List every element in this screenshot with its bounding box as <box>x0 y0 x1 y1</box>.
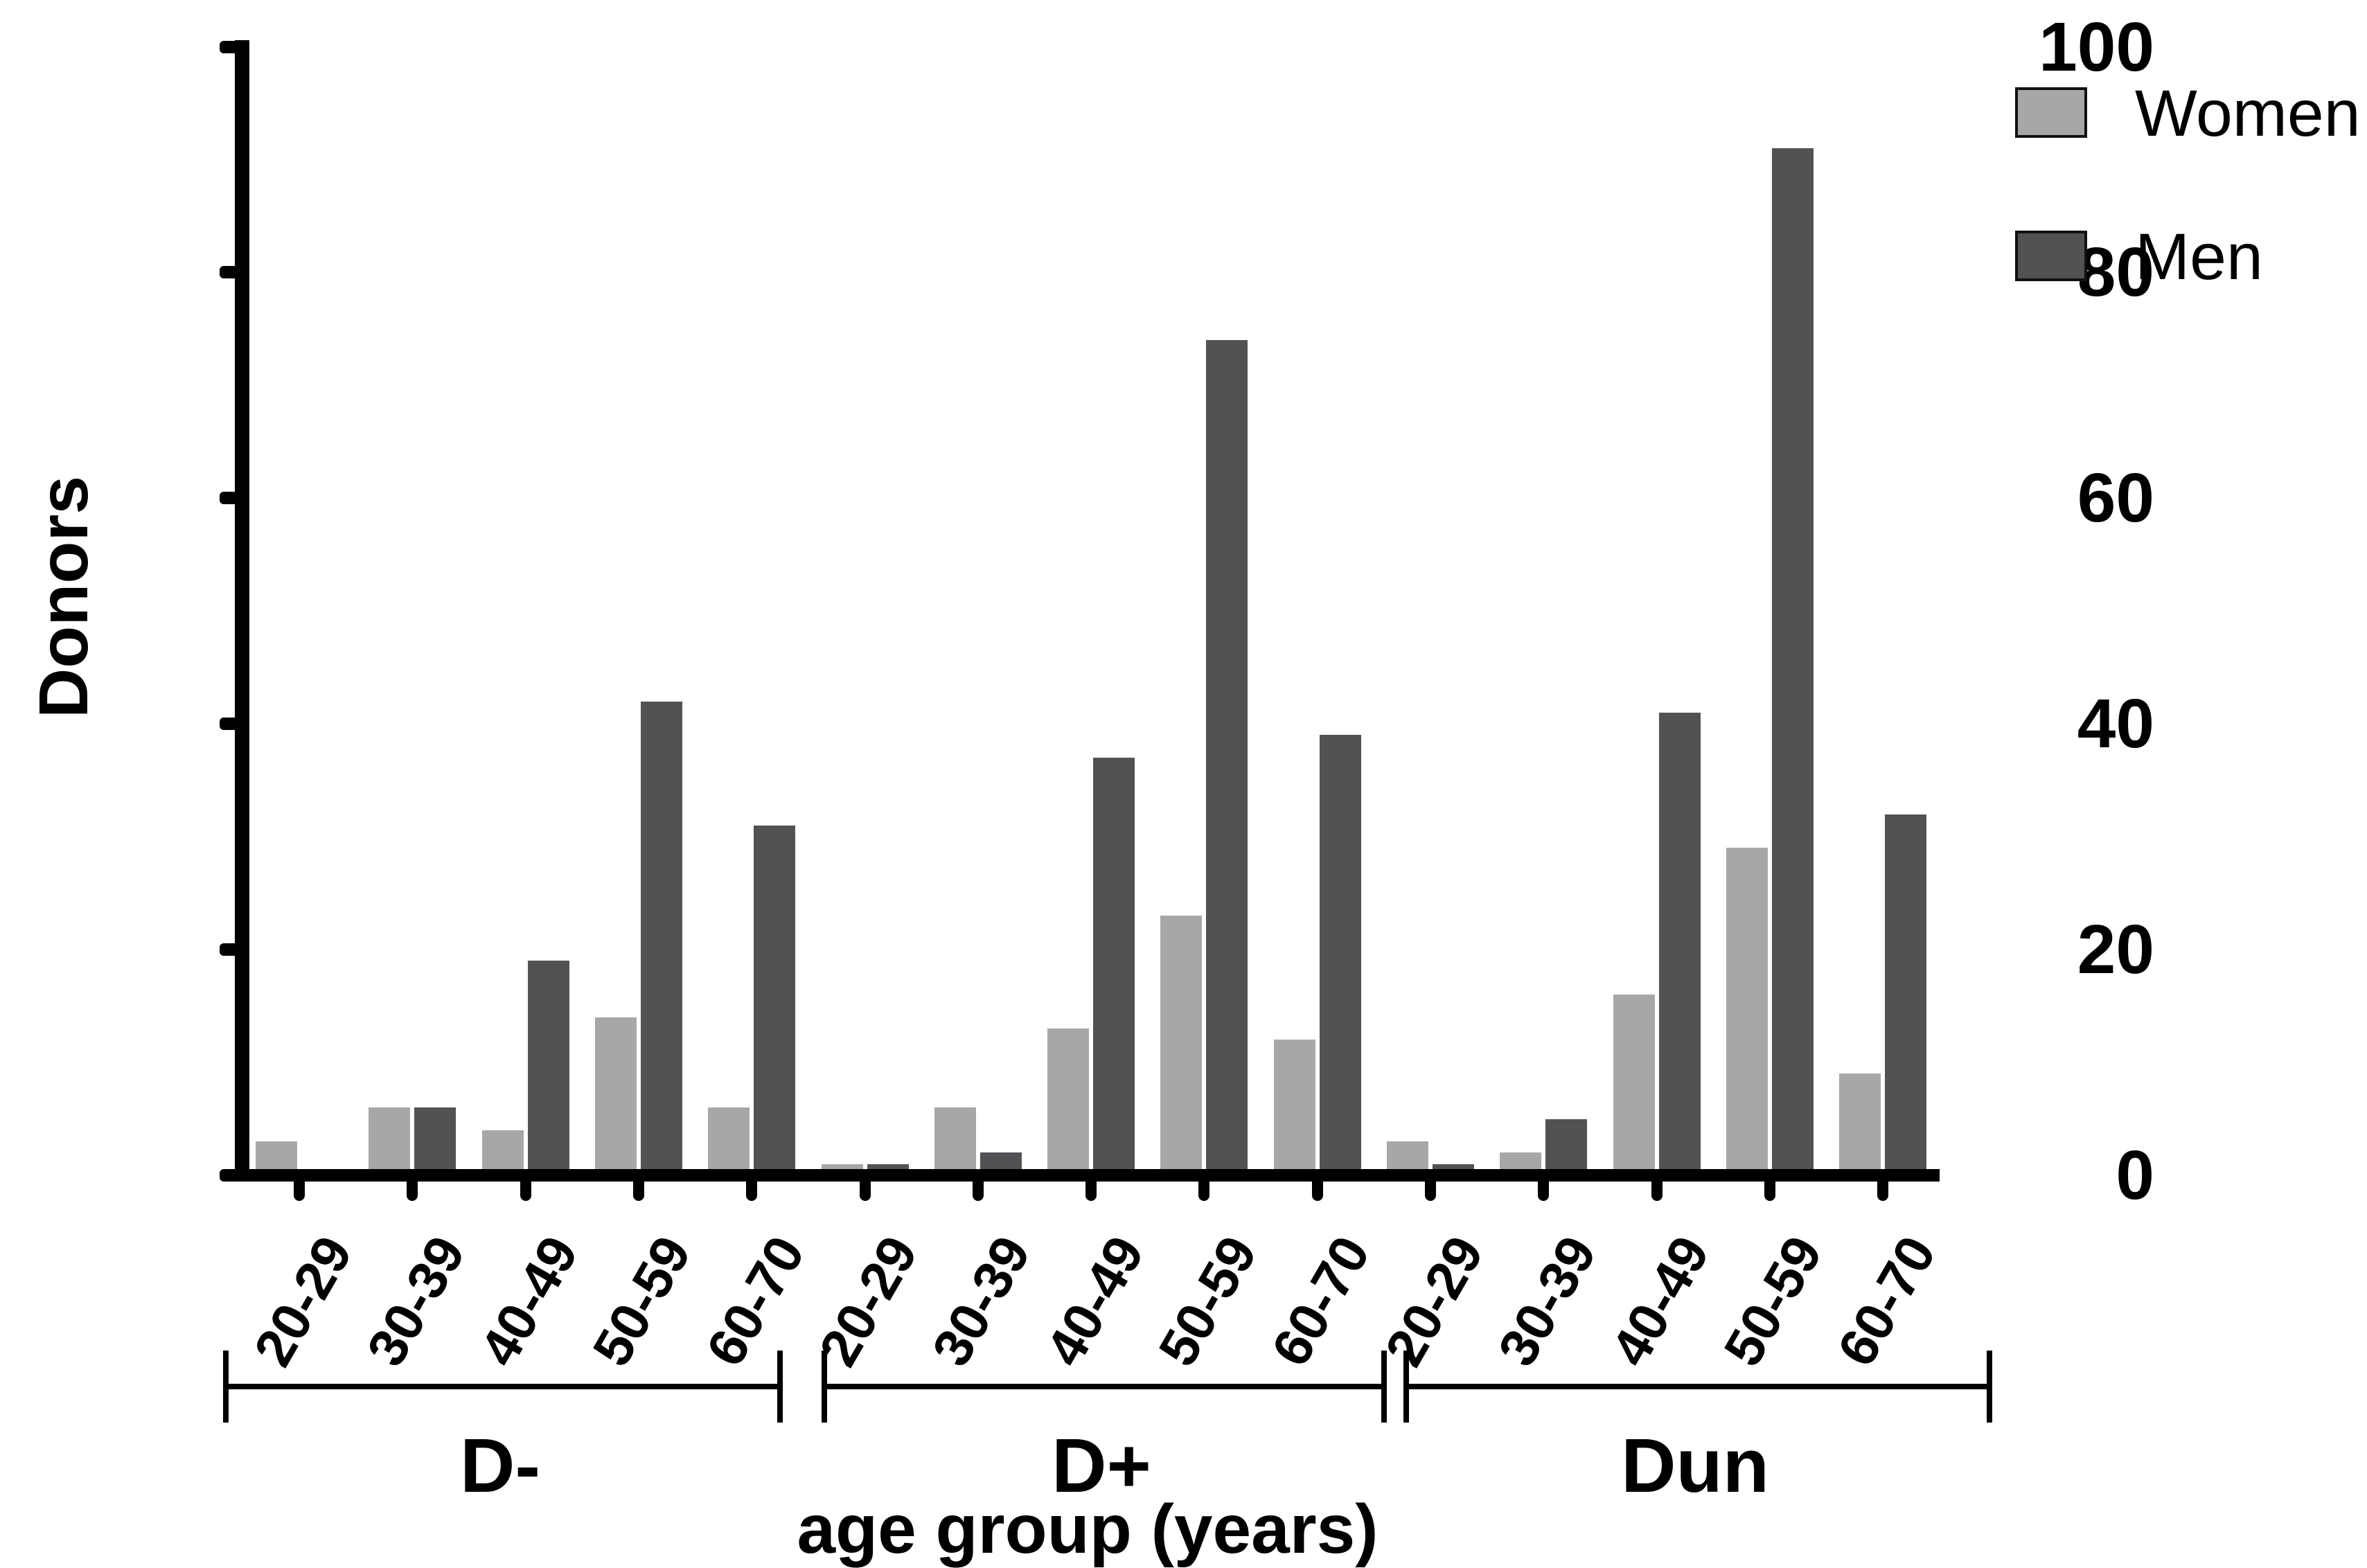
bar-women-D--50-59 <box>594 1017 637 1182</box>
x-tick <box>1651 1182 1663 1201</box>
bar-women-Dun-40-49 <box>1613 995 1655 1182</box>
bar-men-D+-50-59 <box>1206 340 1248 1182</box>
age-tick-label: 30-39 <box>1486 1226 1608 1376</box>
bar-men-Dun-60-70 <box>1885 814 1927 1182</box>
y-axis-title: Donors <box>25 476 103 718</box>
x-tick <box>632 1182 644 1201</box>
age-tick-label: 50-59 <box>1712 1226 1834 1376</box>
y-tick-label-80: 80 <box>2077 233 2154 312</box>
age-tick-label: 30-39 <box>355 1226 477 1376</box>
legend-swatch-women <box>2015 87 2087 138</box>
age-tick-label: 20-29 <box>1372 1226 1495 1376</box>
x-tick <box>407 1182 418 1201</box>
y-tick-60 <box>220 492 235 505</box>
y-tick-label-20: 20 <box>2077 911 2154 989</box>
y-tick-100 <box>220 40 235 53</box>
y-tick-0 <box>220 1169 235 1182</box>
bar-women-Dun-50-59 <box>1726 848 1768 1182</box>
x-tick <box>1538 1182 1550 1201</box>
age-tick-label: 20-29 <box>241 1226 364 1376</box>
group-bracket-tick <box>1381 1351 1387 1423</box>
bar-women-Dun-60-70 <box>1839 1073 1881 1182</box>
y-tick-label-100: 100 <box>2039 8 2154 86</box>
age-tick-label: 60-70 <box>1259 1226 1382 1376</box>
group-bracket-tick <box>223 1351 229 1423</box>
x-axis-title: age group (years) <box>797 1490 1378 1568</box>
y-tick-40 <box>220 718 235 731</box>
y-tick-20 <box>220 943 235 956</box>
group-label-D-: D- <box>459 1423 541 1508</box>
x-tick <box>859 1182 871 1201</box>
x-tick <box>294 1182 305 1201</box>
age-tick-label: 40-49 <box>1033 1226 1155 1376</box>
x-tick <box>1425 1182 1436 1201</box>
x-tick <box>746 1182 758 1201</box>
x-tick <box>1311 1182 1323 1201</box>
bar-men-D+-60-70 <box>1319 735 1361 1182</box>
group-label-D+: D+ <box>1052 1423 1151 1508</box>
x-tick <box>1198 1182 1210 1201</box>
x-axis-line <box>235 1169 1940 1182</box>
y-axis-line <box>235 40 249 1182</box>
bar-men-Dun-40-49 <box>1658 712 1701 1182</box>
group-bracket-line-D- <box>223 1384 777 1389</box>
group-bracket-tick <box>777 1351 783 1423</box>
bar-women-D+-40-49 <box>1047 1028 1090 1182</box>
group-bracket-line-D+ <box>822 1384 1381 1389</box>
group-bracket-tick <box>1987 1351 1992 1423</box>
x-tick <box>1877 1182 1889 1201</box>
group-bracket-line-Dun <box>1403 1384 1987 1389</box>
legend-label-men: Men <box>2135 220 2263 294</box>
x-tick <box>972 1182 984 1201</box>
group-bracket-tick <box>1403 1351 1409 1423</box>
bar-men-D+-40-49 <box>1093 758 1135 1182</box>
x-tick <box>1085 1182 1097 1201</box>
bar-women-D+-50-59 <box>1160 916 1203 1182</box>
legend-swatch-men <box>2015 231 2087 281</box>
y-tick-label-40: 40 <box>2077 685 2154 763</box>
bar-men-D--60-70 <box>754 825 796 1182</box>
age-tick-label: 30-39 <box>920 1226 1043 1376</box>
y-tick-label-0: 0 <box>2116 1137 2154 1214</box>
x-tick <box>1764 1182 1775 1201</box>
group-bracket-tick <box>822 1351 827 1423</box>
bar-men-Dun-50-59 <box>1771 148 1814 1182</box>
bar-men-D--50-59 <box>640 701 682 1182</box>
age-tick-label: 60-70 <box>693 1226 816 1376</box>
age-tick-label: 50-59 <box>1146 1226 1269 1376</box>
age-tick-label: 20-29 <box>807 1226 930 1376</box>
age-tick-label: 60-70 <box>1825 1226 1947 1376</box>
age-tick-label: 40-49 <box>1599 1226 1721 1376</box>
age-tick-label: 40-49 <box>468 1226 590 1376</box>
bar-women-D+-60-70 <box>1273 1040 1315 1182</box>
group-label-Dun: Dun <box>1621 1423 1769 1508</box>
x-tick <box>520 1182 531 1201</box>
legend-label-women: Women <box>2135 76 2361 150</box>
bar-men-D--40-49 <box>527 961 569 1182</box>
age-tick-label: 50-59 <box>580 1226 703 1376</box>
y-tick-80 <box>220 266 235 279</box>
y-tick-label-60: 60 <box>2077 459 2154 537</box>
